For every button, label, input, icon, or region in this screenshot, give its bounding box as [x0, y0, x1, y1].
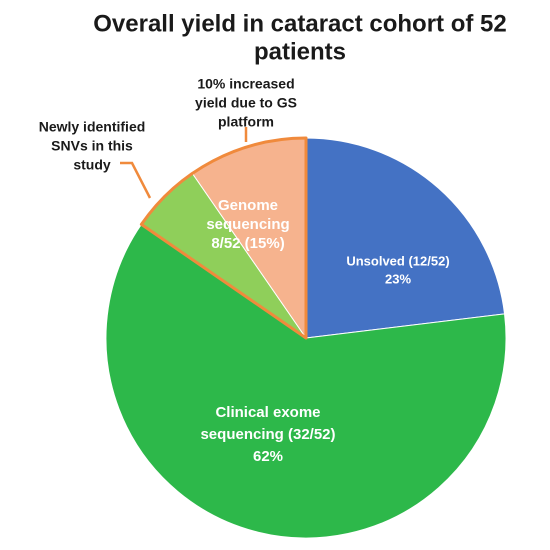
slice-label: 23% — [385, 271, 411, 286]
slice-label: sequencing — [206, 216, 289, 233]
slice-label: Genome — [218, 197, 278, 214]
slice-labels: Unsolved (12/52) 23% Clinical exome sequenc… — [200, 197, 449, 465]
chart-title-line: Overall yield in cataract cohort of 52 — [93, 10, 506, 37]
pie-slice — [305, 137, 506, 339]
slice-label: sequencing (32/52) — [200, 426, 335, 443]
annotations: 10% increased yield due to GS platform Newl… — [39, 76, 297, 199]
annotation-text: yield due to GS — [195, 95, 297, 111]
highlight-outline — [139, 136, 308, 340]
annotation-text: SNVs in this — [51, 138, 133, 154]
slice-label: 62% — [253, 448, 283, 465]
chart-title: Overall yield in cataract cohort of 52pa… — [93, 10, 506, 65]
annotation-text: Newly identified — [39, 119, 146, 135]
chart-title-line: patients — [254, 38, 346, 65]
genome-highlight-outline — [139, 136, 308, 340]
slice-label: Unsolved (12/52) — [346, 253, 449, 268]
annotation-text: study — [73, 157, 111, 173]
pie-slices — [105, 137, 507, 539]
annotation-leader-line — [120, 161, 152, 199]
slice-label: Clinical exome — [215, 404, 320, 421]
pie-slice — [105, 223, 507, 539]
slice-label: 8/52 (15%) — [211, 235, 284, 252]
annotation-text: platform — [218, 114, 274, 130]
annotation-text: 10% increased — [197, 76, 294, 92]
